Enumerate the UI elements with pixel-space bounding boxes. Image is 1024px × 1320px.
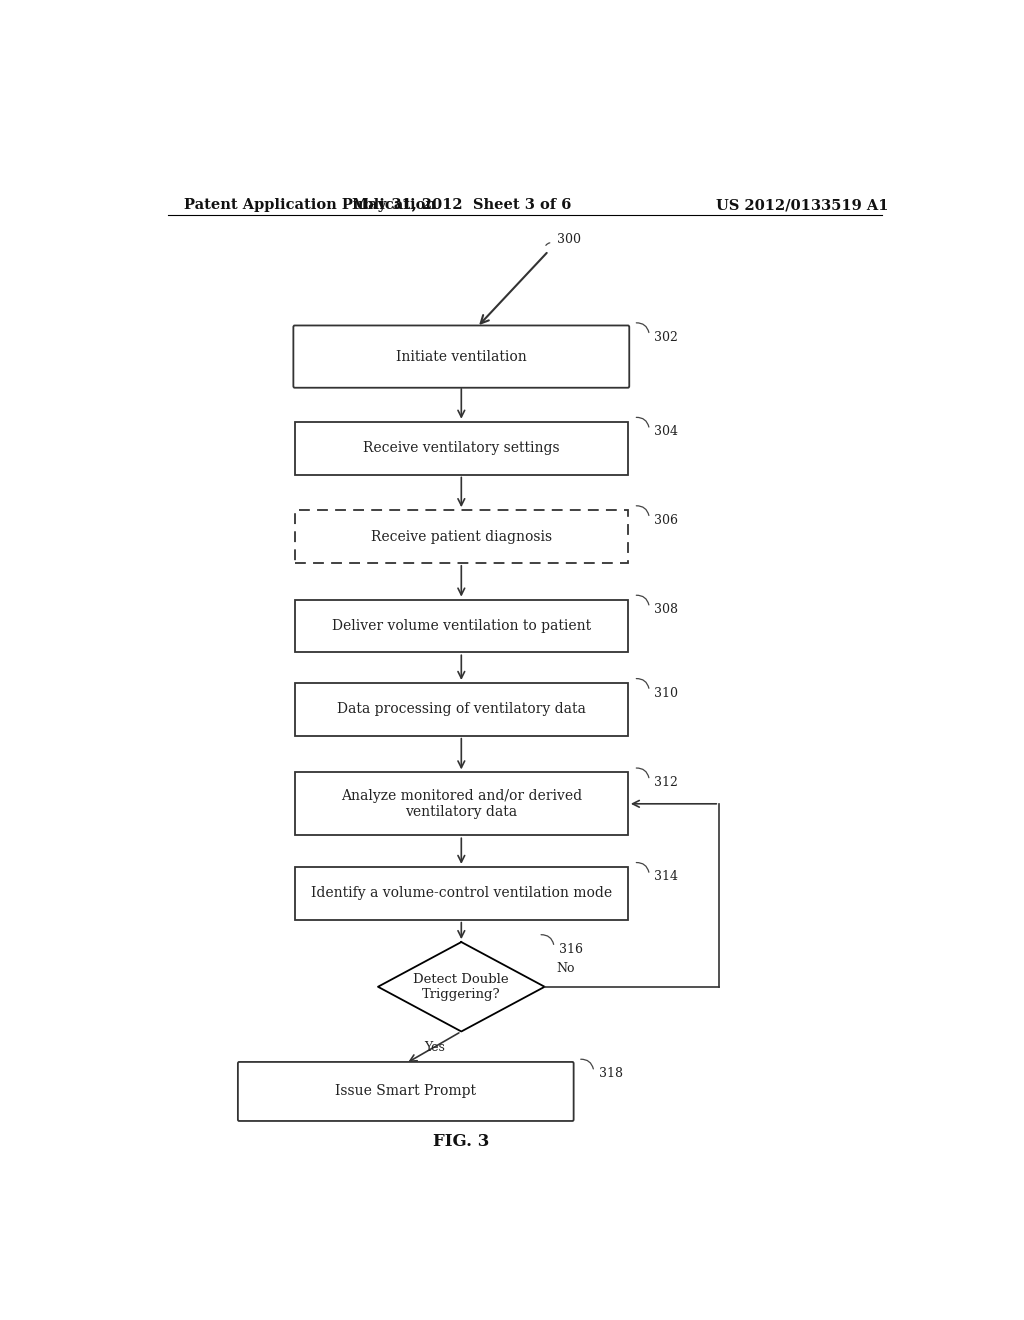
Text: 308: 308	[654, 603, 678, 616]
Text: May 31, 2012  Sheet 3 of 6: May 31, 2012 Sheet 3 of 6	[351, 198, 571, 213]
Text: Receive ventilatory settings: Receive ventilatory settings	[362, 441, 560, 455]
Text: Initiate ventilation: Initiate ventilation	[396, 350, 526, 363]
Text: 310: 310	[654, 686, 678, 700]
Bar	[295, 772, 628, 836]
FancyBboxPatch shape	[293, 326, 630, 388]
Text: Data processing of ventilatory data: Data processing of ventilatory data	[337, 702, 586, 717]
Text: Identify a volume-control ventilation mode: Identify a volume-control ventilation mo…	[310, 886, 612, 900]
Text: No: No	[557, 961, 575, 974]
Text: Receive patient diagnosis: Receive patient diagnosis	[371, 529, 552, 544]
Text: Patent Application Publication: Patent Application Publication	[183, 198, 435, 213]
Text: 316: 316	[559, 942, 583, 956]
Bar	[295, 599, 628, 652]
Bar	[295, 421, 628, 474]
Text: 312: 312	[654, 776, 678, 789]
Bar	[295, 867, 628, 920]
Text: 318: 318	[599, 1067, 623, 1080]
Bar	[295, 682, 628, 735]
Text: Analyze monitored and/or derived
ventilatory data: Analyze monitored and/or derived ventila…	[341, 789, 582, 818]
Text: 314: 314	[654, 870, 678, 883]
Text: FIG. 3: FIG. 3	[433, 1133, 489, 1150]
Bar	[295, 510, 628, 562]
Text: Detect Double
Triggering?: Detect Double Triggering?	[414, 973, 509, 1001]
Text: 302: 302	[654, 331, 678, 343]
Text: Deliver volume ventilation to patient: Deliver volume ventilation to patient	[332, 619, 591, 634]
Text: Issue Smart Prompt: Issue Smart Prompt	[335, 1085, 476, 1098]
Text: 304: 304	[654, 425, 678, 438]
Text: 300: 300	[557, 232, 581, 246]
Text: US 2012/0133519 A1: US 2012/0133519 A1	[717, 198, 889, 213]
Text: 306: 306	[654, 513, 678, 527]
Text: Yes: Yes	[425, 1041, 445, 1053]
FancyBboxPatch shape	[238, 1061, 573, 1121]
